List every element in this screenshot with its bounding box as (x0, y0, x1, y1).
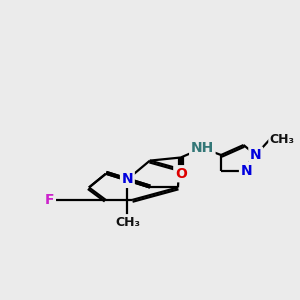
Text: N: N (241, 164, 252, 178)
Text: CH₃: CH₃ (115, 216, 140, 229)
Text: NH: NH (191, 141, 214, 155)
Text: N: N (250, 148, 262, 162)
Text: CH₃: CH₃ (270, 133, 295, 146)
Text: F: F (45, 193, 54, 207)
Text: O: O (175, 167, 187, 181)
Text: N: N (122, 172, 133, 186)
